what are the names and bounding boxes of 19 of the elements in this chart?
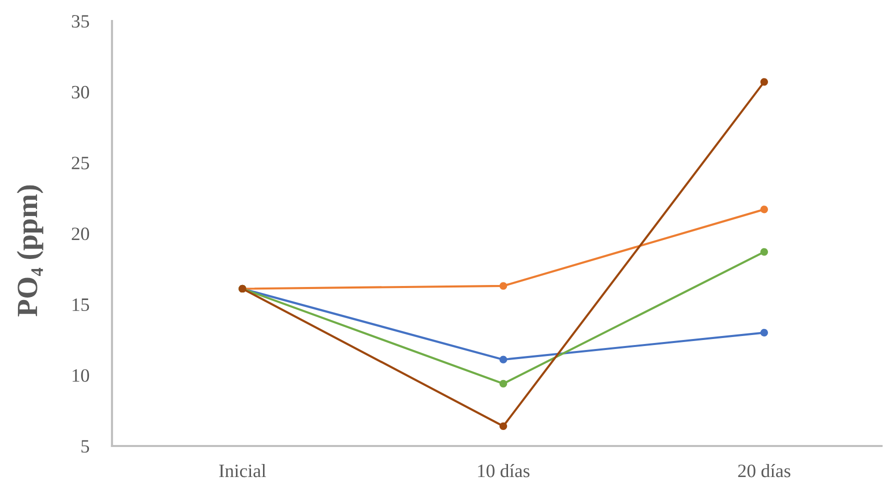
y-tick-label: 35 [72, 15, 90, 28]
point [499, 356, 508, 364]
point [499, 422, 508, 430]
point [760, 78, 768, 86]
x-tick-label: Inicial [219, 464, 266, 478]
y-axis-title: PO₄ (ppm) [16, 185, 44, 316]
point [760, 328, 768, 336]
x-tick-label: 10 días [478, 464, 530, 478]
point [760, 206, 768, 214]
y-tick-label: 10 [72, 369, 90, 382]
point [760, 248, 768, 256]
point [499, 380, 508, 388]
y-tick-label: 15 [72, 298, 90, 312]
y-tick-label: 20 [72, 228, 90, 240]
point [499, 282, 508, 290]
y-tick-label: 5 [81, 440, 90, 453]
y-tick-label: 25 [72, 156, 90, 170]
x-tick-label: 20 días [738, 464, 790, 478]
y-tick-label: 30 [72, 86, 90, 99]
